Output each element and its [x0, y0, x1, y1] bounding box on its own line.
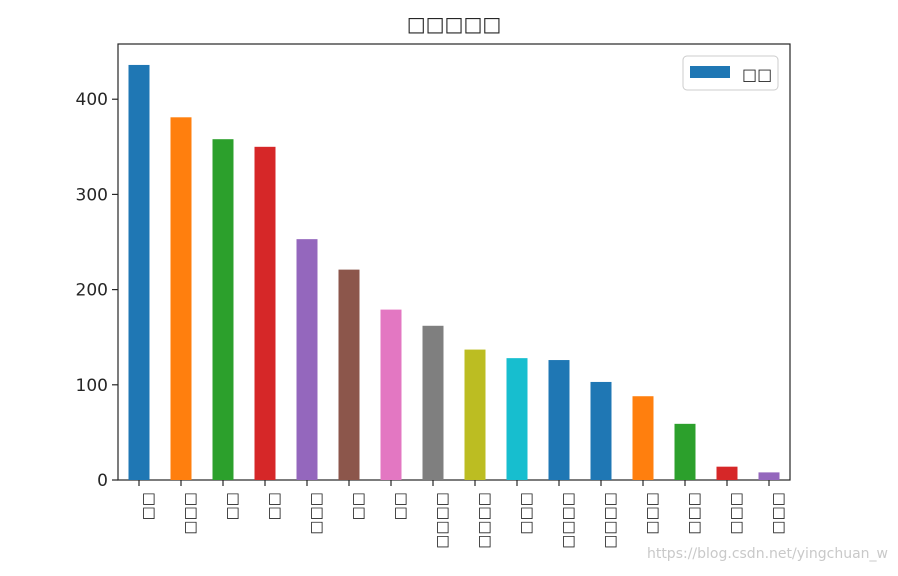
x-tick-label: □□□□	[561, 492, 579, 549]
bars-group	[128, 64, 780, 481]
bar	[338, 269, 360, 480]
legend-label: □□	[742, 65, 772, 84]
x-tick-label: □□□	[771, 492, 789, 535]
bar	[422, 325, 444, 480]
x-tick-label: □□□	[729, 492, 747, 535]
x-tick-label: □□	[225, 492, 243, 520]
legend-swatch	[690, 66, 730, 78]
watermark: https://blog.csdn.net/yingchuan_w	[646, 546, 888, 562]
x-tick-label: □□□	[309, 492, 327, 535]
bar	[590, 381, 612, 480]
bar	[212, 139, 234, 480]
bar	[506, 358, 528, 480]
legend: □□	[682, 55, 779, 91]
legend-box	[682, 55, 779, 91]
bar	[254, 146, 276, 480]
bar	[632, 396, 654, 480]
x-tick-label: □□	[351, 492, 369, 520]
x-tick-label: □□□□	[603, 492, 621, 549]
bar	[464, 349, 486, 480]
bar	[716, 466, 738, 480]
x-tick-label: □□	[393, 492, 411, 520]
x-tick-label: □□	[267, 492, 285, 520]
x-tick-label: □□□	[687, 492, 705, 535]
chart-title: □□□□□	[407, 12, 501, 36]
y-tick-label: 100	[76, 376, 108, 396]
bar	[758, 472, 780, 480]
bar	[548, 360, 570, 480]
y-tick-label: 0	[97, 471, 108, 491]
axes-group	[117, 43, 791, 481]
bar	[380, 309, 402, 480]
y-tick-label: 400	[76, 90, 108, 110]
x-tick-label: □□□	[645, 492, 663, 535]
bar	[674, 423, 696, 480]
x-tick-label: □□□	[183, 492, 201, 535]
x-tick-label: □□□□	[477, 492, 495, 549]
x-tick-label: □□□	[519, 492, 537, 535]
bar	[128, 64, 150, 480]
y-tick-label: 300	[76, 185, 108, 205]
plot-frame	[117, 43, 791, 481]
x-tick-label: □□	[141, 492, 159, 520]
bar	[296, 239, 318, 480]
x-tick-label: □□□□	[435, 492, 453, 549]
bar	[170, 117, 192, 481]
y-tick-label: 200	[76, 281, 108, 301]
